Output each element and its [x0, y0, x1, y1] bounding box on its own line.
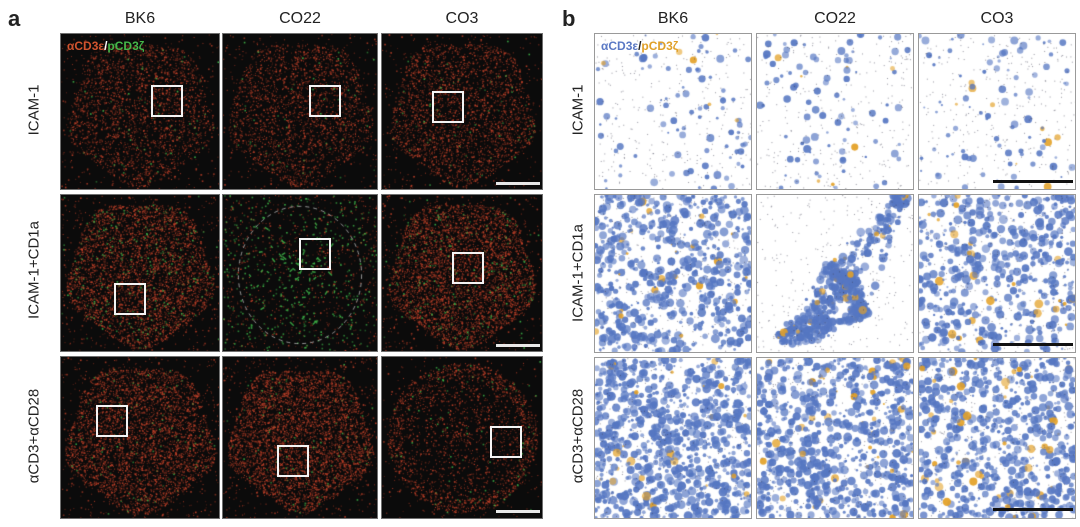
scale-bar [496, 510, 540, 513]
panel-a-tile-acd3acd28-bk6 [60, 356, 220, 519]
panel-a-column-co3: CO3 [445, 10, 479, 27]
panel-b-tile-icam1cd1a-co3 [918, 194, 1076, 353]
panel-b-tile-icam1-co3 [918, 33, 1076, 190]
panel-a-column-bk6: BK6 [124, 10, 156, 27]
legend-separator: / [104, 39, 108, 53]
panel-a-tile-icam1cd1a-bk6 [60, 194, 220, 352]
panel-b-tile-icam1-bk6 [594, 33, 752, 190]
legend-channel-2: pCD3ζ [641, 39, 679, 53]
roi-box [432, 91, 464, 123]
panel-b-column-co3: CO3 [980, 10, 1014, 27]
panel-b-tile-acd3acd28-bk6 [594, 357, 752, 519]
scale-bar [993, 343, 1073, 346]
panel-b-letter: b [562, 6, 576, 31]
panel-b-tile-icam1cd1a-bk6 [594, 194, 752, 353]
roi-box [490, 426, 522, 458]
roi-box [151, 85, 183, 117]
panel-a-tile-icam1cd1a-co22 [222, 194, 378, 352]
panel-a-letter: a [8, 6, 21, 31]
scale-bar [496, 182, 540, 185]
panel-b-tile-acd3acd28-co22 [756, 357, 914, 519]
panel-b-row-icam1-cd1a: ICAM-1+CD1a [569, 224, 587, 322]
panel-a-column-co22: CO22 [279, 10, 321, 27]
legend-channel-1: αCD3ε [67, 39, 105, 53]
panel-a-legend: αCD3ε/pCD3ζ [67, 39, 144, 53]
roi-box [309, 85, 341, 117]
roi-box [277, 445, 309, 477]
roi-box [452, 252, 484, 284]
panel-b-tile-acd3acd28-co3 [918, 357, 1076, 519]
panel-a-tile-icam1-co3 [381, 33, 543, 190]
panel-b-tile-icam1cd1a-co22 [756, 194, 914, 353]
panel-b-row-acd3-acd28: αCD3+αCD28 [569, 388, 587, 484]
roi-box [96, 405, 128, 437]
panel-a-tile-acd3acd28-co3 [381, 356, 543, 519]
roi-box [299, 238, 331, 270]
panel-b-legend: αCD3ε/pCD3ζ [601, 39, 678, 53]
roi-box [114, 283, 146, 315]
panel-a-tile-acd3acd28-co22 [222, 356, 378, 519]
panel-b-column-bk6: BK6 [657, 10, 689, 27]
scale-bar [496, 344, 540, 347]
scale-bar [993, 508, 1073, 511]
panel-b-column-co22: CO22 [814, 10, 856, 27]
legend-separator: / [638, 39, 642, 53]
panel-a-tile-icam1-co22 [222, 33, 378, 190]
scale-bar [993, 180, 1073, 183]
panel-a-row-icam1-cd1a: ICAM-1+CD1a [25, 221, 43, 319]
panel-a-tile-icam1cd1a-co3 [381, 194, 543, 352]
legend-channel-2: pCD3ζ [107, 39, 145, 53]
panel-a-tile-icam1-bk6 [60, 33, 220, 190]
panel-a-row-icam1: ICAM-1 [25, 84, 43, 136]
panel-a-row-acd3-acd28: αCD3+αCD28 [25, 388, 43, 484]
panel-b-tile-icam1-co22 [756, 33, 914, 190]
panel-b-row-icam1: ICAM-1 [569, 84, 587, 136]
legend-channel-1: αCD3ε [601, 39, 639, 53]
